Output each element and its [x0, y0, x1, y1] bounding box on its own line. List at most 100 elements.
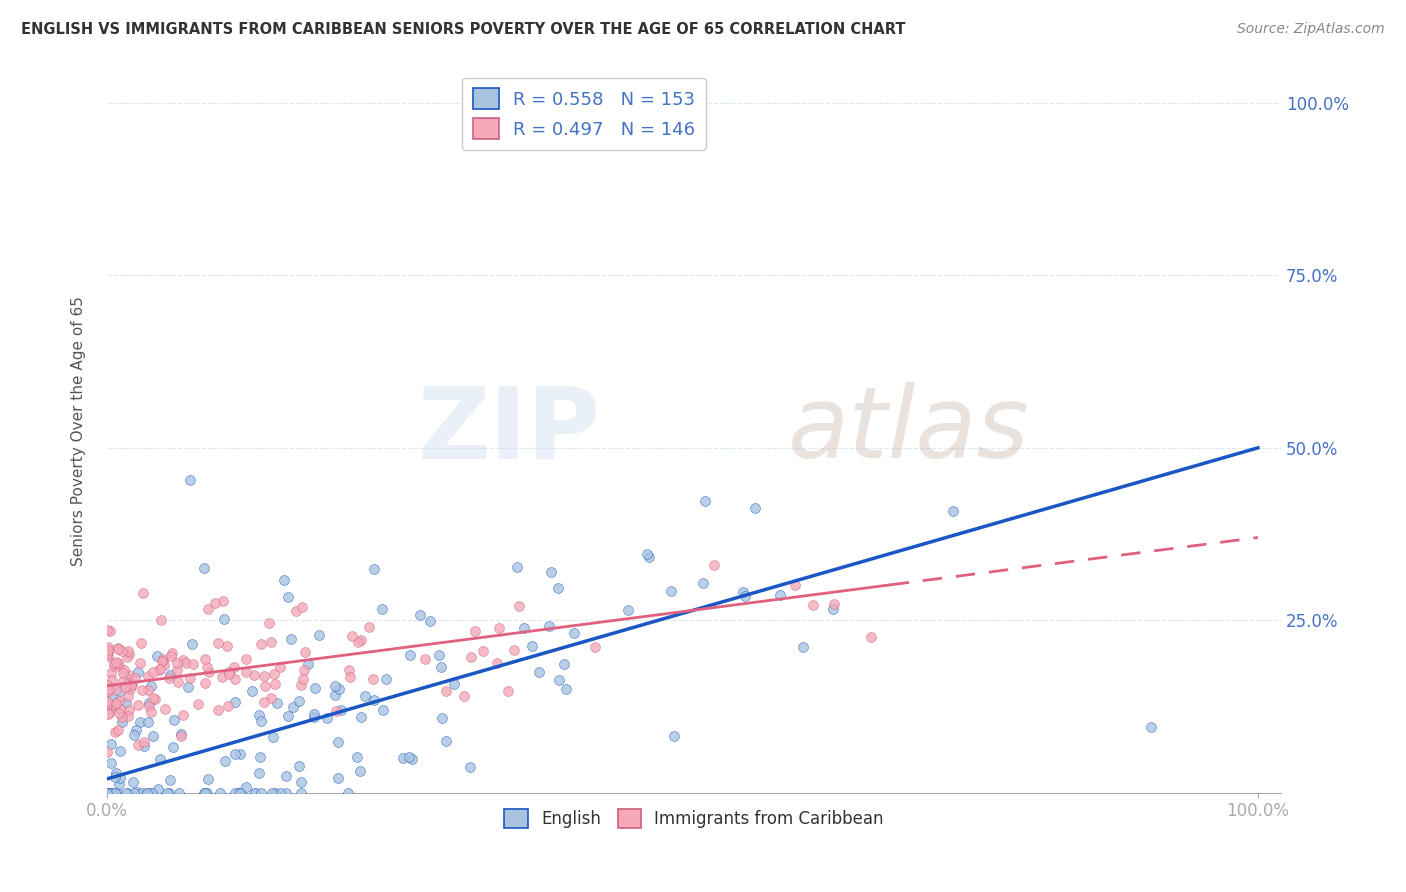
Point [108, 771, 131, 785]
Point [117, 650, 139, 665]
Point [152, 652, 174, 666]
Point [502, 643, 524, 657]
Point [249, 637, 271, 651]
Point [97, 643, 120, 657]
Text: ZIP: ZIP [418, 382, 600, 479]
Point [413, 652, 436, 666]
Point [170, 727, 193, 741]
Point [616, 603, 638, 617]
Point [207, 636, 229, 650]
Point [217, 639, 239, 653]
Point [204, 596, 226, 610]
Text: Source: ZipAtlas.com: Source: ZipAtlas.com [1237, 22, 1385, 37]
Point [235, 652, 257, 666]
Point [243, 786, 266, 800]
Point [111, 710, 134, 724]
Point [768, 588, 790, 602]
Point [527, 665, 550, 679]
Point [547, 581, 569, 595]
Point [152, 654, 174, 668]
Point [242, 668, 264, 682]
Point [731, 585, 754, 599]
Point [100, 756, 122, 770]
Point [290, 775, 312, 789]
Point [162, 646, 184, 660]
Point [107, 723, 129, 737]
Point [323, 679, 346, 693]
Point [117, 644, 139, 658]
Point [174, 656, 197, 670]
Point [97, 786, 120, 800]
Point [132, 586, 155, 600]
Point [308, 628, 330, 642]
Point [139, 679, 162, 693]
Point [430, 659, 453, 673]
Point [240, 683, 263, 698]
Point [229, 786, 252, 800]
Point [538, 619, 561, 633]
Point [97, 645, 120, 659]
Point [193, 786, 215, 800]
Point [291, 672, 314, 686]
Point [148, 664, 170, 678]
Point [103, 659, 125, 673]
Point [100, 786, 122, 800]
Point [98, 681, 121, 696]
Point [269, 786, 291, 800]
Point [398, 648, 420, 662]
Point [132, 735, 155, 749]
Point [434, 684, 457, 698]
Point [176, 680, 198, 694]
Point [785, 578, 807, 592]
Point [263, 667, 285, 681]
Point [211, 594, 233, 608]
Point [149, 752, 172, 766]
Legend: English, Immigrants from Caribbean: English, Immigrants from Caribbean [498, 803, 890, 835]
Point [107, 694, 129, 708]
Point [121, 774, 143, 789]
Point [155, 702, 177, 716]
Point [325, 704, 347, 718]
Point [120, 681, 142, 696]
Point [111, 644, 134, 658]
Point [235, 780, 257, 794]
Point [107, 656, 129, 670]
Point [96, 694, 118, 708]
Point [112, 673, 135, 688]
Point [167, 675, 190, 690]
Point [101, 786, 124, 800]
Point [104, 698, 127, 712]
Point [224, 747, 246, 761]
Point [107, 777, 129, 791]
Point [110, 684, 132, 698]
Point [193, 560, 215, 574]
Point [260, 635, 283, 649]
Point [693, 493, 716, 508]
Point [260, 786, 283, 800]
Point [264, 786, 287, 800]
Point [136, 682, 159, 697]
Point [195, 786, 218, 800]
Point [107, 640, 129, 655]
Point [288, 758, 311, 772]
Point [121, 678, 143, 692]
Point [118, 647, 141, 661]
Point [257, 616, 280, 631]
Point [547, 673, 569, 687]
Point [302, 710, 325, 724]
Point [111, 715, 134, 730]
Point [472, 644, 495, 658]
Point [135, 786, 157, 800]
Point [207, 703, 229, 717]
Point [703, 558, 725, 572]
Point [162, 740, 184, 755]
Point [117, 709, 139, 723]
Point [152, 657, 174, 672]
Point [249, 750, 271, 764]
Point [96, 697, 118, 711]
Point [235, 665, 257, 680]
Point [269, 659, 291, 673]
Point [211, 669, 233, 683]
Point [115, 786, 138, 800]
Point [127, 785, 149, 799]
